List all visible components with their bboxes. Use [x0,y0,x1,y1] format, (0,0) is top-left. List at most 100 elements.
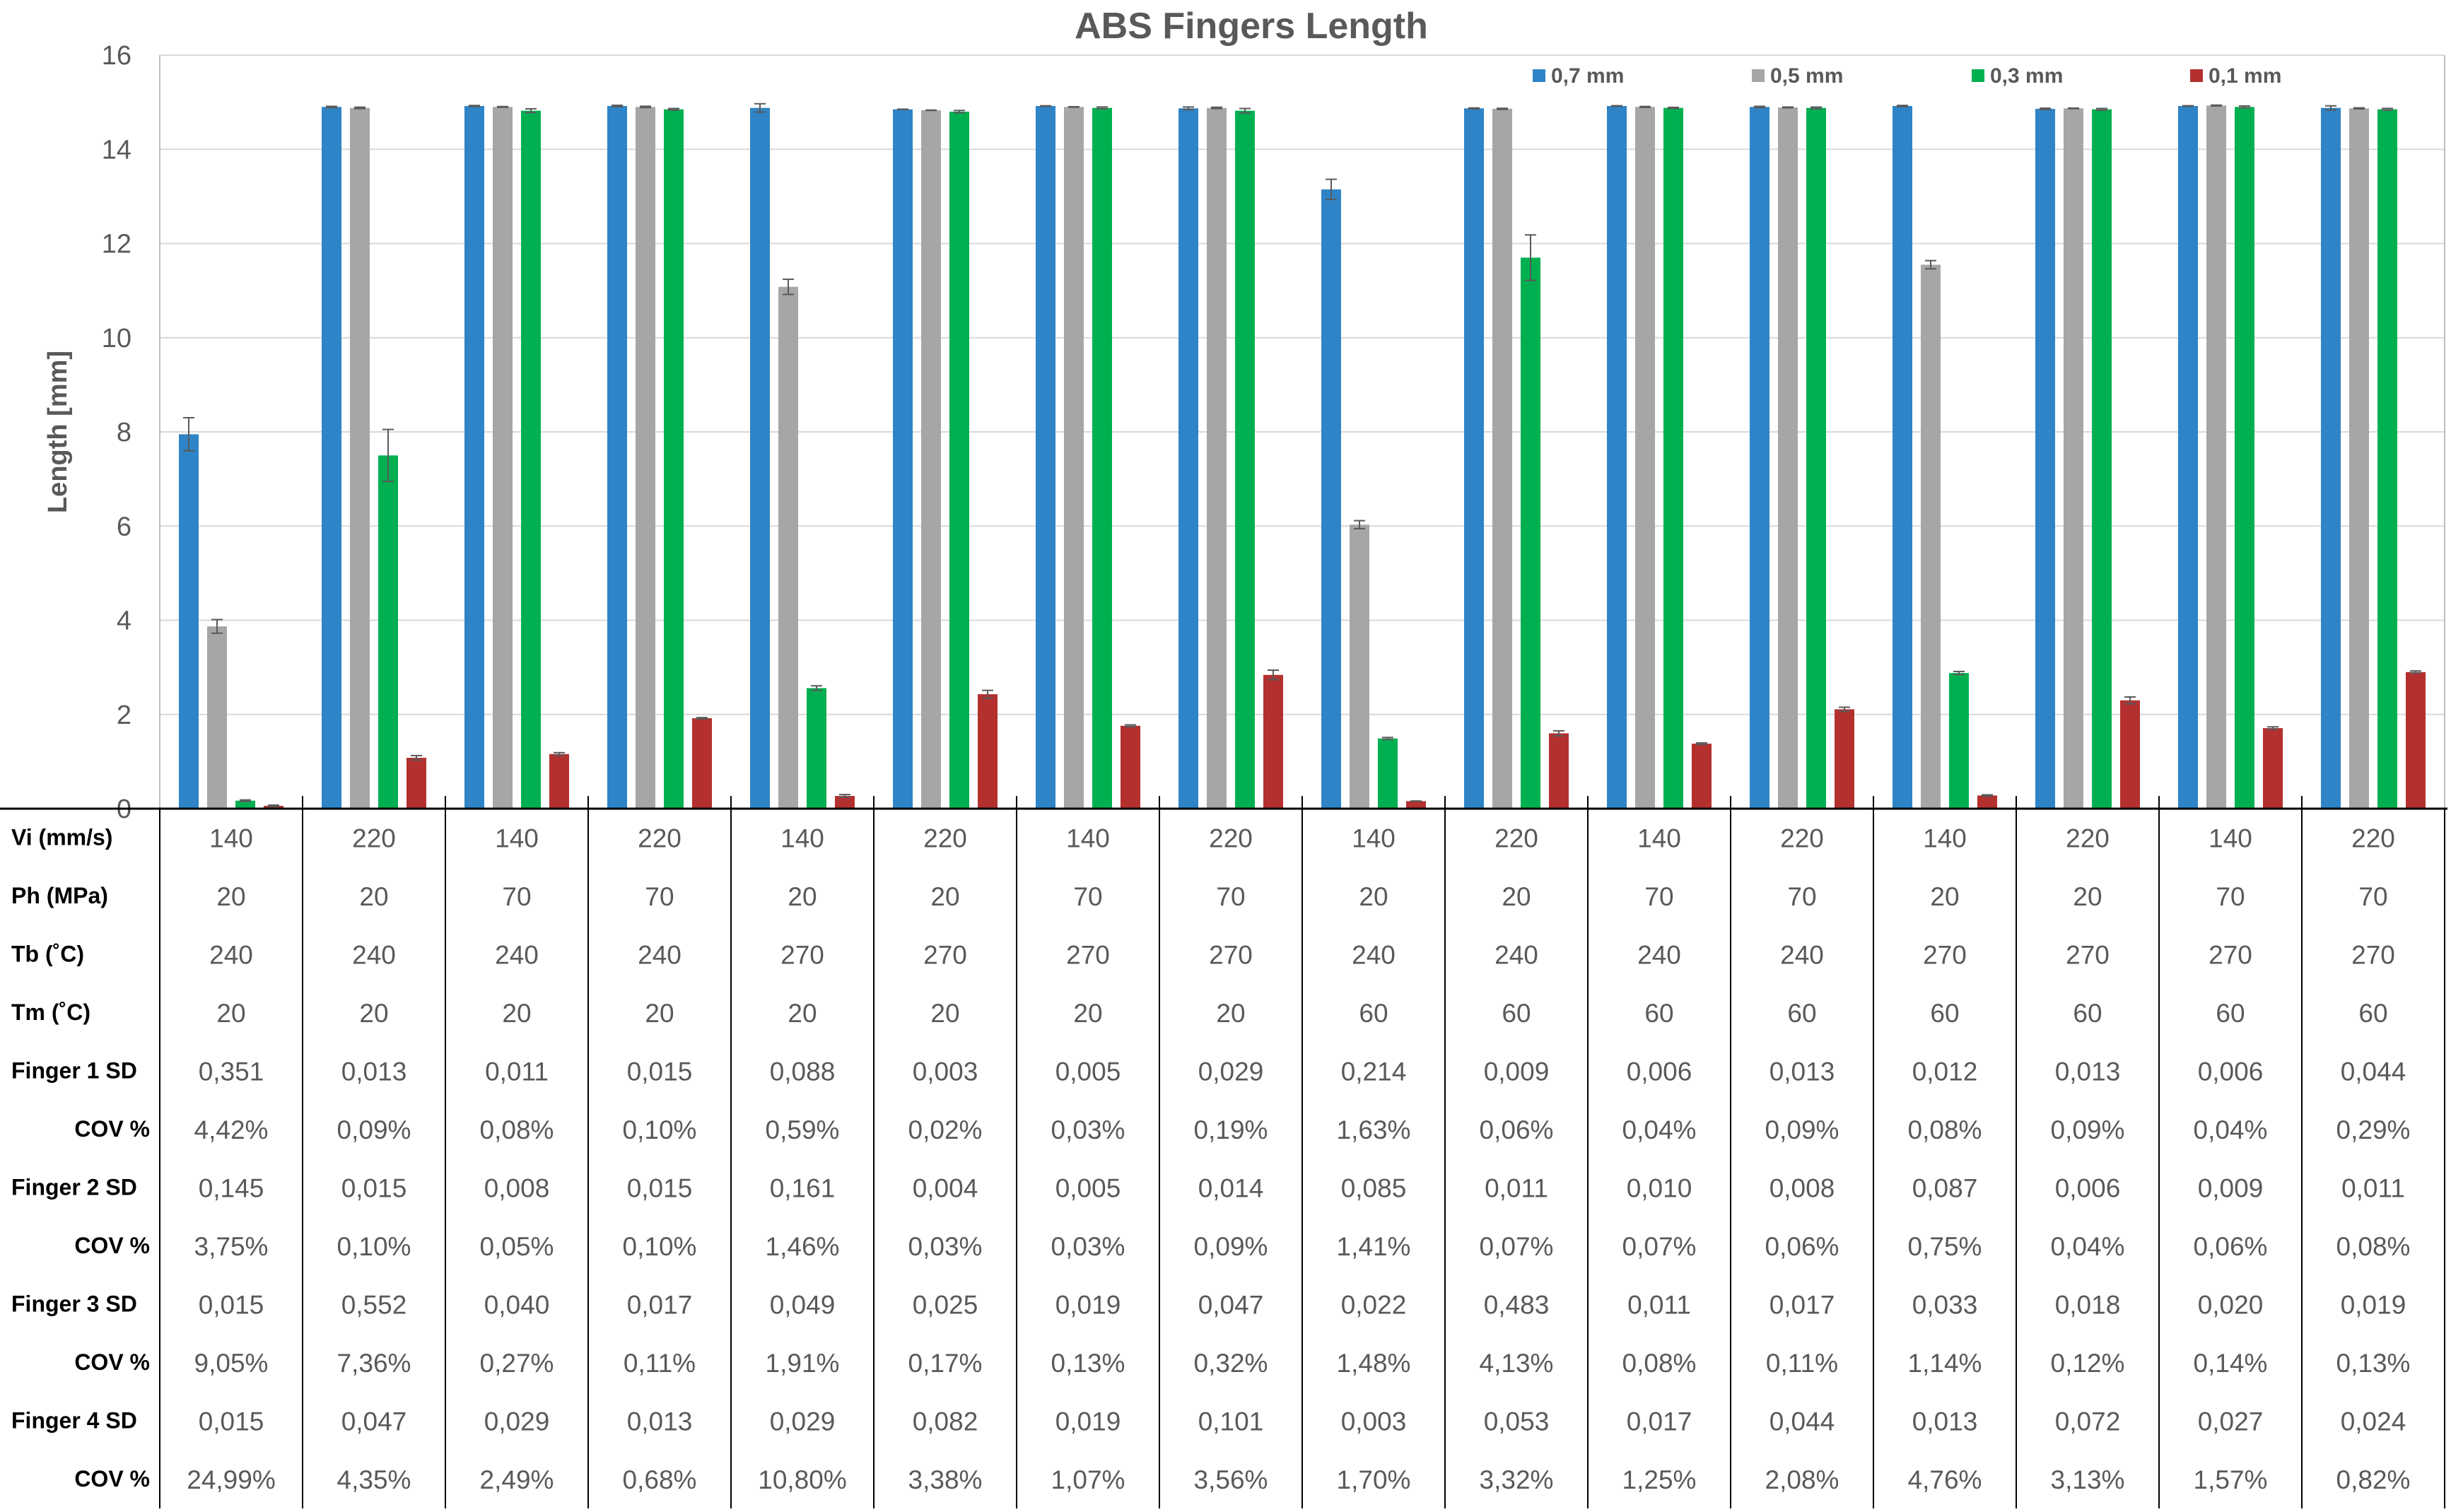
table-cell: 0,015 [627,1057,693,1086]
table-cell: 0,09% [1765,1115,1839,1144]
bar [1207,107,1227,809]
table-cell: 0,024 [2341,1407,2406,1436]
table-cell: 270 [923,940,967,969]
bar [2178,105,2198,809]
bar [2120,700,2140,809]
bar [1607,105,1627,809]
bar [1036,105,1055,809]
table-cell: 0,03% [1051,1232,1125,1261]
table-cell: 70 [2358,882,2387,911]
bar [2035,108,2055,809]
table-row-label: Finger 1 SD [11,1057,137,1083]
table-cell: 0,161 [770,1173,836,1202]
bar [607,105,627,809]
table-cell: 220 [638,824,682,852]
table-cell: 0,29% [2336,1115,2411,1144]
bar [2321,107,2341,809]
table-cell: 0,351 [199,1057,264,1086]
table-cell: 1,91% [766,1349,840,1378]
table-cell: 20 [216,999,245,1028]
chart-title: ABS Fingers Length [1075,6,1428,47]
table-cell: 0,049 [770,1290,836,1319]
legend-label: 0,3 mm [1990,64,2063,88]
table-cell: 220 [1780,824,1824,852]
table-cell: 0,005 [1055,1173,1121,1202]
bar [750,107,770,809]
bar [1806,107,1826,809]
table-cell: 140 [780,824,824,852]
table-cell: 0,03% [908,1232,983,1261]
bar [235,800,255,809]
table-cell: 20 [930,999,959,1028]
bar [350,107,370,809]
table-cell: 240 [1494,940,1538,969]
bar [493,107,513,809]
table-cell: 9,05% [194,1349,269,1378]
table-cell: 60 [1787,999,1816,1028]
table-cell: 0,552 [341,1290,407,1319]
bar [2235,107,2254,809]
table-cell: 0,003 [1341,1407,1407,1436]
table-cell: 0,09% [2051,1115,2125,1144]
table-cell: 0,07% [1622,1232,1697,1261]
bar [1663,107,1683,809]
bar [1977,795,1997,809]
table-cell: 0,06% [1480,1115,1554,1144]
bar [1549,733,1569,809]
table-cell: 0,015 [341,1173,407,1202]
table-cell: 70 [1644,882,1673,911]
bar [1635,107,1655,809]
bar [1835,709,1854,809]
table-cell: 0,011 [2341,1173,2405,1202]
table-cell: 70 [1787,882,1816,911]
table-cell: 0,015 [627,1173,693,1202]
table-cell: 20 [788,999,817,1028]
bar [778,286,798,809]
table-cell: 1,07% [1051,1465,1125,1494]
table-cell: 20 [1073,999,1102,1028]
bar [1406,801,1426,809]
table-cell: 270 [1923,940,1967,969]
table-cell: 0,006 [2055,1173,2121,1202]
table-cell: 0,085 [1341,1173,1407,1202]
table-cell: 0,025 [913,1290,978,1319]
bar [1378,738,1398,809]
table-cell: 3,75% [194,1232,269,1261]
table-cell: 240 [1780,940,1824,969]
table-cell: 4,42% [194,1115,269,1144]
table-cell: 0,04% [2051,1232,2125,1261]
table-cell: 0,11% [1766,1349,1838,1378]
table-cell: 3,32% [1480,1465,1554,1494]
table-cell: 20 [1359,882,1388,911]
bar [521,110,541,809]
table-cell: 0,008 [484,1173,550,1202]
table-cell: 0,59% [766,1115,840,1144]
bar [1750,107,1769,809]
table-cell: 1,46% [766,1232,840,1261]
table-row-label: Finger 2 SD [11,1174,137,1200]
table-cell: 0,006 [1627,1057,1692,1086]
table-cell: 0,053 [1484,1407,1550,1436]
table-cell: 0,013 [341,1057,407,1086]
table-cell: 140 [2209,824,2252,852]
table-cell: 0,09% [337,1115,411,1144]
table-cell: 0,072 [2055,1407,2121,1436]
table-cell: 0,008 [1769,1173,1835,1202]
table-cell: 0,011 [1485,1173,1548,1202]
y-tick-label: 8 [117,418,131,447]
table-cell: 60 [1644,999,1673,1028]
bar [2092,109,2112,809]
table-cell: 270 [2066,940,2110,969]
table-cell: 70 [2216,882,2245,911]
table-cell: 0,011 [485,1057,549,1086]
table-cell: 0,13% [1051,1349,1125,1378]
bar [378,455,398,809]
table-cell: 0,07% [1480,1232,1554,1261]
table-cell: 0,75% [1908,1232,1982,1261]
table-row-label: Tb (˚C) [11,941,84,966]
bar [949,111,969,809]
legend-swatch [1972,69,1984,82]
y-tick-label: 16 [102,41,131,71]
table-cell: 0,013 [1912,1407,1978,1436]
